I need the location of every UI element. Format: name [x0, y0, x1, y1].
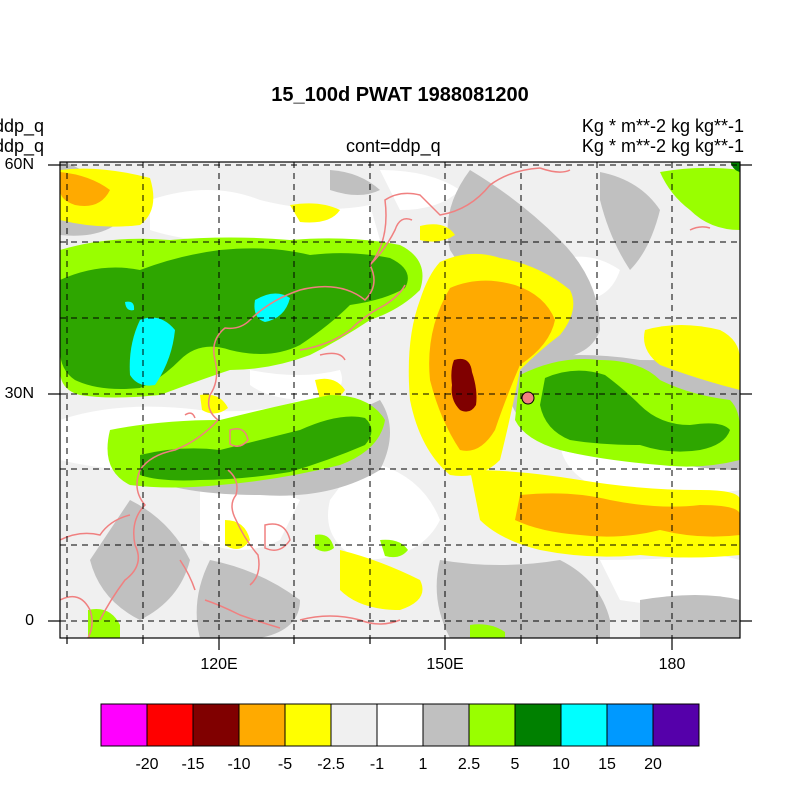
lon-label-180: 180	[658, 656, 686, 673]
colorbar-tick-label: 5	[510, 756, 520, 773]
lat-label-30n: 30N	[4, 385, 34, 402]
colorbar-swatch	[376, 703, 424, 747]
lat-label-0: 0	[25, 612, 34, 629]
colorbar-tick-label: 2.5	[457, 756, 481, 773]
contour-label: cont=ddp_q	[346, 136, 441, 156]
cyan-regions	[125, 293, 290, 386]
colorbar-swatch	[514, 703, 562, 747]
colorbar-tick-label: 20	[644, 756, 662, 773]
left-variable-label: ddp_q	[0, 116, 45, 136]
axis-ticks	[48, 164, 752, 650]
darkred-region	[451, 358, 477, 412]
colorbar-tick-label: -2.5	[317, 756, 345, 773]
colorbar-swatch	[146, 703, 194, 747]
colorbar-swatch	[422, 703, 470, 747]
location-marker	[521, 391, 535, 405]
colorbar	[100, 703, 700, 747]
colorbar-tick-label: -5	[277, 756, 293, 773]
colorbar-swatch	[330, 703, 378, 747]
lon-label-150e: 150E	[426, 656, 464, 673]
map-title: 15_100d PWAT 1988081200	[271, 84, 529, 106]
colorbar-tick-label: -15	[181, 756, 205, 773]
colorbar-tick-label: 15	[598, 756, 616, 773]
colorbar-tick-label: 10	[552, 756, 570, 773]
filled-contours	[60, 162, 740, 638]
colorbar-tick-label: -20	[135, 756, 159, 773]
units-label-2: Kg * m**-2 kg kg**-1	[581, 136, 744, 156]
units-label: Kg * m**-2 kg kg**-1	[581, 116, 744, 136]
coastlines	[60, 167, 711, 638]
colorbar-swatch	[238, 703, 286, 747]
colorbar-swatch	[606, 703, 654, 747]
left-variable-label-2: ddp_q	[0, 136, 45, 156]
colorbar-swatch	[284, 703, 332, 747]
colorbar-tick-label: -10	[227, 756, 251, 773]
colorbar-swatch	[560, 703, 608, 747]
colorbar-swatch	[652, 703, 700, 747]
gridlines	[60, 162, 740, 638]
colorbar-tick-label: 1	[418, 756, 428, 773]
colorbar-swatch	[192, 703, 240, 747]
lat-label-60n: 60N	[4, 156, 34, 173]
colorbar-tick-label: -1	[369, 756, 385, 773]
colorbar-swatch	[468, 703, 516, 747]
map-frame	[59, 161, 741, 639]
colorbar-swatch	[100, 703, 148, 747]
lon-label-120e: 120E	[200, 656, 238, 673]
